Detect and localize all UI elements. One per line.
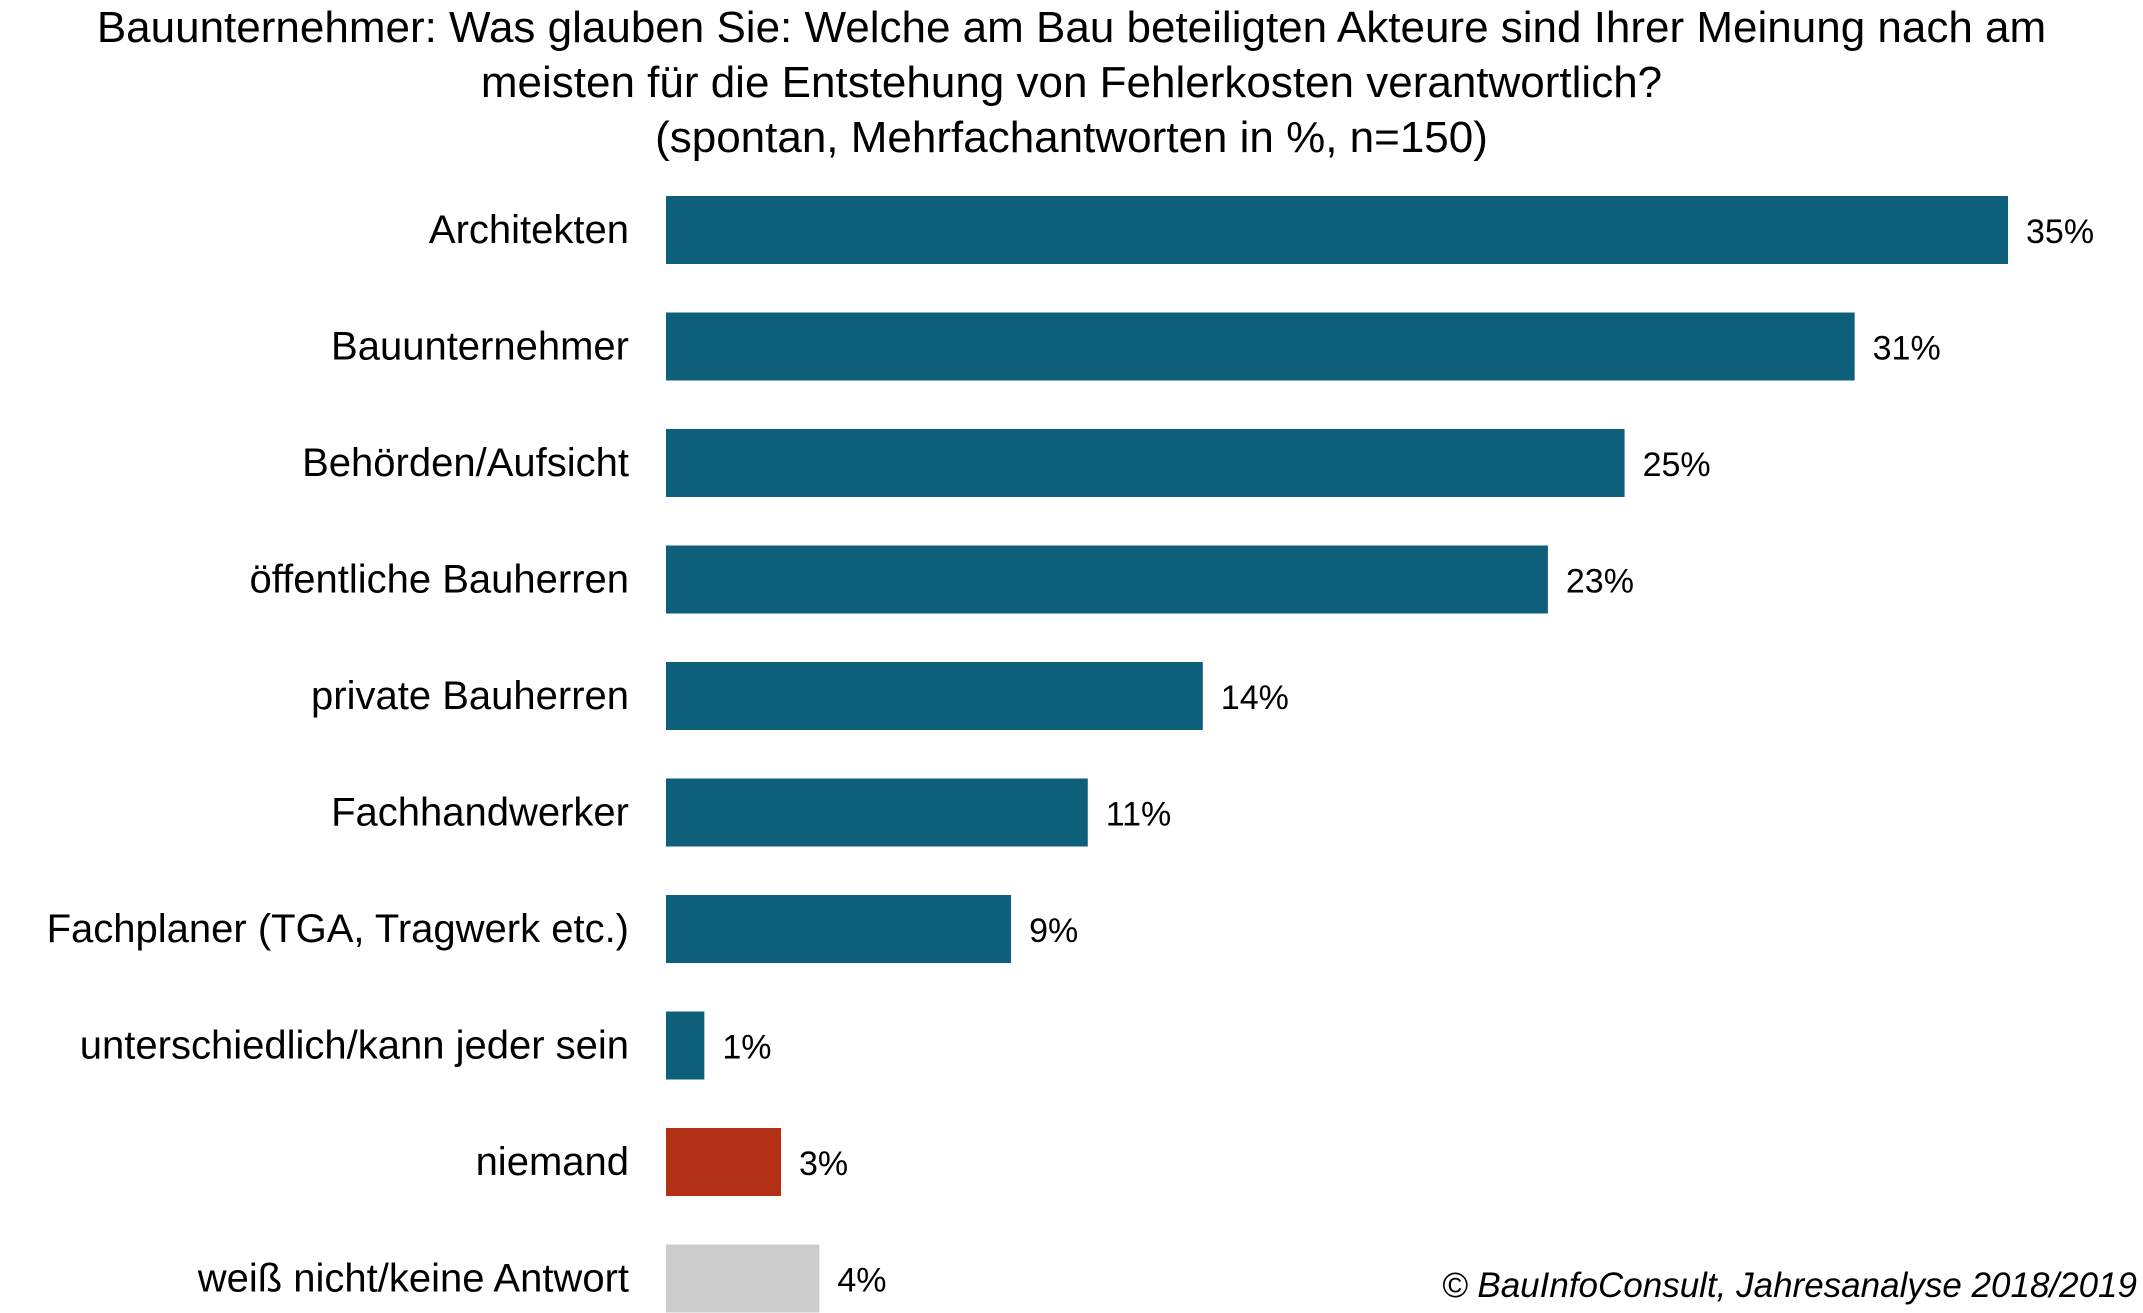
category-label-10: weiß nicht/keine Antwort [197, 1257, 629, 1301]
bar-1 [666, 196, 2008, 264]
category-label-7: Fachplaner (TGA, Tragwerk etc.) [47, 907, 629, 951]
chart-title-line-2: meisten für die Entstehung von Fehlerkos… [480, 58, 1663, 107]
bar-3 [666, 429, 1625, 497]
source-note: © BauInfoConsult, Jahresanalyse 2018/201… [1441, 1266, 2137, 1305]
category-label-4: öffentliche Bauherren [249, 558, 629, 602]
category-label-3: Behörden/Aufsicht [302, 441, 629, 485]
category-label-6: Fachhandwerker [331, 791, 629, 835]
value-label-7: 9% [1029, 912, 1078, 950]
bar-9 [666, 1128, 782, 1196]
value-label-5: 14% [1221, 679, 1289, 717]
category-label-5: private Bauherren [311, 674, 629, 718]
bar-7 [666, 895, 1012, 963]
category-label-9: niemand [476, 1140, 629, 1184]
category-label-8: unterschiedlich/kann jeder sein [80, 1024, 629, 1068]
value-label-6: 11% [1106, 796, 1172, 834]
value-label-9: 3% [799, 1145, 848, 1183]
bar-2 [666, 312, 1855, 381]
bar-5 [666, 662, 1203, 730]
bar-10 [666, 1244, 820, 1313]
chart-title-line-3: (spontan, Mehrfachantworten in %, n=150) [655, 113, 1488, 162]
category-label-1: Architekten [429, 208, 629, 252]
value-label-3: 25% [1643, 446, 1711, 484]
value-label-8: 1% [722, 1029, 771, 1067]
value-label-1: 35% [2026, 213, 2094, 251]
bar-8 [666, 1011, 705, 1080]
bar-4 [666, 545, 1548, 614]
bar-6 [666, 778, 1088, 847]
chart-title-line-1: Bauunternehmer: Was glauben Sie: Welche … [96, 3, 2047, 52]
value-label-2: 31% [1873, 330, 1941, 368]
value-label-4: 23% [1566, 563, 1634, 601]
chart-title: Bauunternehmer: Was glauben Sie: Welche … [0, 0, 2143, 165]
value-label-10: 4% [837, 1262, 886, 1300]
category-label-2: Bauunternehmer [331, 325, 629, 369]
